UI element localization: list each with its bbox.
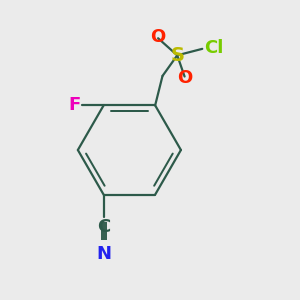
Text: O: O — [177, 69, 192, 87]
Text: O: O — [151, 28, 166, 46]
Text: C: C — [97, 218, 110, 236]
Text: Cl: Cl — [204, 39, 223, 57]
Text: N: N — [96, 245, 111, 263]
Text: S: S — [170, 46, 184, 65]
Text: F: F — [69, 96, 81, 114]
